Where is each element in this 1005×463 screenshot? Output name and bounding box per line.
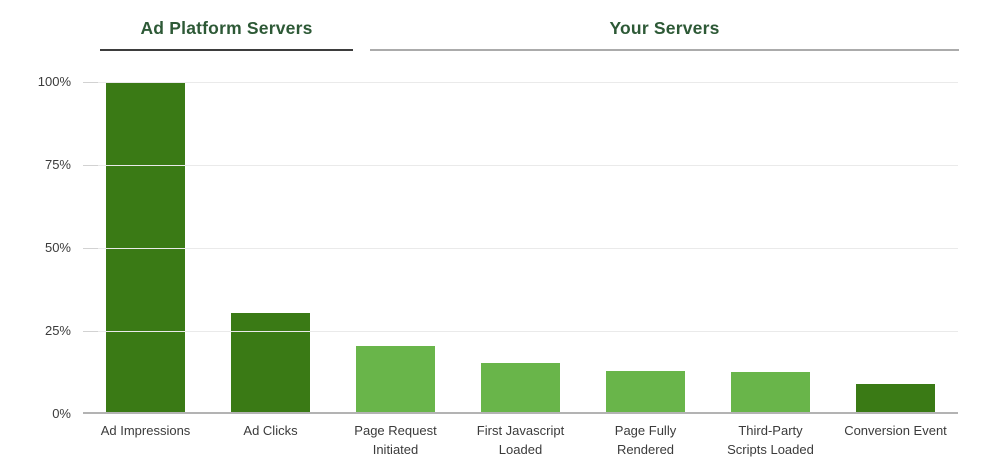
plot-area: 0% 25% 50% 75% 100% (38, 74, 958, 421)
x-category-label: Page Fully Rendered (614, 423, 677, 457)
bar (856, 383, 935, 412)
bar-slot (708, 82, 833, 412)
bar-slot (83, 82, 208, 412)
x-category-label: Conversion Event (844, 423, 947, 438)
section-header-label: Ad Platform Servers (140, 18, 313, 38)
x-axis-labels: Ad Impressions Ad Clicks Page Request Init… (83, 421, 958, 459)
bar (106, 82, 185, 412)
gridline (83, 82, 958, 83)
section-underline-ad-platform (100, 49, 353, 51)
bar-slot (208, 82, 333, 412)
bar (731, 372, 810, 412)
bar (481, 362, 560, 412)
section-header-label: Your Servers (609, 18, 720, 38)
y-tick-label: 50% (44, 240, 71, 255)
gridline (83, 248, 958, 249)
x-axis-baseline (83, 412, 958, 414)
y-tick-label: 25% (44, 323, 71, 338)
gridline (83, 331, 958, 332)
x-category-label: Ad Clicks (243, 423, 298, 438)
x-category-label: First Javascript Loaded (476, 423, 565, 457)
section-underline-your-servers (370, 49, 959, 51)
y-axis-tick (83, 248, 98, 249)
y-tick-label: 75% (44, 157, 71, 172)
x-category-label: Ad Impressions (100, 423, 191, 438)
y-axis-tick (83, 82, 98, 83)
bar-slot (833, 82, 958, 412)
y-tick-label: 0% (52, 406, 71, 421)
bars-container (83, 82, 958, 412)
gridline (83, 165, 958, 166)
bar (606, 370, 685, 412)
section-header-ad-platform-servers: Ad Platform Servers (100, 14, 353, 51)
bar-slot (458, 82, 583, 412)
section-header-your-servers: Your Servers (370, 14, 959, 51)
y-axis-tick (83, 165, 98, 166)
bar-slot (583, 82, 708, 412)
x-category-label: Third-Party Scripts Loaded (727, 423, 814, 457)
bar (231, 313, 310, 412)
bar (356, 346, 435, 412)
y-tick-label: 100% (37, 74, 71, 89)
y-axis-tick (83, 331, 98, 332)
bar-slot (333, 82, 458, 412)
x-category-label: Page Request Initiated (354, 423, 437, 457)
